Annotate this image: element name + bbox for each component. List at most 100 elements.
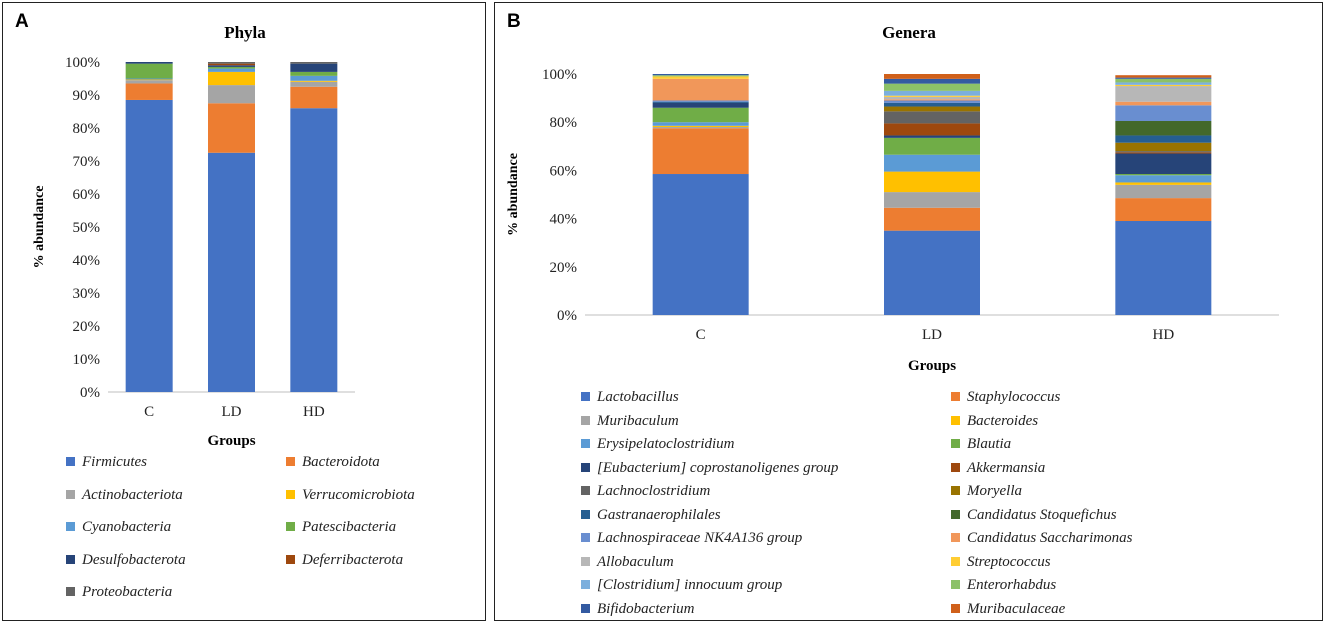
y-axis-label: % abundance	[506, 153, 521, 236]
legend-label: Bacteroidota	[302, 454, 380, 470]
legend-swatch	[581, 439, 590, 448]
legend-label: [Clostridium] innocuum group	[597, 577, 783, 593]
x-tick-label: LD	[222, 404, 242, 420]
legend-swatch	[286, 489, 295, 499]
legend-swatch	[66, 522, 75, 531]
bar-segment	[884, 74, 980, 79]
bar-segment	[290, 63, 338, 72]
legend-swatch	[66, 587, 75, 596]
x-tick-label: LD	[922, 327, 942, 343]
legend-label: Muribaculum	[597, 412, 679, 429]
y-tick-label: 20%	[550, 260, 578, 276]
bar-segment	[884, 111, 980, 124]
legend-swatch	[581, 486, 590, 495]
legend-label: Gastranaerophilales	[597, 506, 721, 523]
bar-segment	[884, 135, 980, 138]
legend-label: Cyanobacteria	[82, 519, 172, 535]
bar-segment	[1115, 77, 1212, 79]
bar-segment	[652, 127, 749, 129]
legend-label: Lachnospiraceae NK4A136 group	[597, 530, 803, 546]
bar-segment	[884, 78, 980, 84]
legend-swatch	[581, 415, 590, 425]
bar-segment	[208, 63, 255, 66]
legend-swatch	[581, 509, 590, 519]
legend-swatch	[951, 509, 960, 519]
legend-swatch	[581, 556, 590, 566]
chart-title: Phyla	[224, 23, 266, 42]
legend-swatch	[581, 533, 590, 542]
legend-label: Desulfobacterota	[82, 551, 186, 568]
bar-segment	[652, 122, 749, 126]
bar-segment	[1115, 142, 1212, 152]
legend-label: Verrucomicrobiota	[302, 486, 415, 503]
bar-segment	[884, 90, 980, 96]
bar-segment	[208, 71, 255, 86]
bar-segment	[652, 74, 749, 76]
bar-segment	[1115, 153, 1212, 175]
y-tick-label: 70%	[73, 154, 101, 170]
legend-swatch	[286, 522, 295, 531]
legend-swatch	[951, 486, 960, 495]
legend-swatch	[951, 439, 960, 448]
legend-swatch	[951, 462, 960, 472]
bar-segment	[290, 80, 338, 82]
bar-segment	[884, 99, 980, 101]
bar-segment	[652, 102, 749, 108]
bar-segment	[290, 86, 338, 109]
bar-segment	[125, 79, 173, 81]
bar-segment	[1115, 175, 1212, 183]
bar-segment	[1115, 84, 1212, 87]
legend-label: Proteobacteria	[82, 584, 173, 600]
bar-segment	[1115, 182, 1212, 185]
y-tick-label: 100%	[65, 55, 100, 71]
legend-label: Moryella	[967, 483, 1022, 499]
legend-label: Candidatus Saccharimonas	[967, 530, 1133, 546]
y-tick-label: 30%	[73, 286, 101, 302]
x-tick-label: C	[144, 404, 154, 420]
bar-segment	[884, 171, 980, 193]
bar-segment	[208, 152, 255, 392]
legend-label: Muribaculaceae	[967, 600, 1066, 617]
legend-label: Allobaculum	[597, 553, 674, 570]
legend-label: Erysipelatoclostridium	[597, 436, 735, 452]
bar-segment	[1115, 101, 1212, 106]
bar-segment	[1115, 184, 1212, 199]
genera-chart: Genera % abundance 0% 20% 40% 60% 80% 100% C LD HD…	[506, 23, 1279, 374]
genera-legend: Lactobacillus Staphylococcus Muribaculum Ba…	[495, 3, 1324, 622]
bar-segment	[884, 106, 980, 112]
y-axis-label: % abundance	[32, 186, 47, 269]
y-tick-label: 0%	[80, 385, 100, 401]
bar-segment	[1115, 174, 1212, 176]
bar-segment	[884, 230, 980, 315]
x-tick-label: C	[696, 327, 706, 343]
bar-segment	[652, 78, 749, 101]
legend-label: [Eubacterium] coprostanoligenes group	[597, 459, 839, 476]
y-tick-label: 50%	[73, 220, 101, 236]
phyla-legend: Firmicutes Bacteroidota Actinobacteriota Ve…	[3, 3, 487, 622]
bar-segment	[1115, 135, 1212, 143]
bar-segment	[1115, 198, 1212, 222]
bar-segment	[125, 80, 173, 84]
bar-segment	[208, 62, 255, 64]
legend-label: Patescibacteria	[302, 519, 397, 535]
legend-label: Blautia	[967, 436, 1012, 452]
bar-segment	[652, 100, 749, 102]
legend-label: Actinobacteriota	[82, 486, 183, 503]
x-axis-label: Groups	[207, 433, 255, 449]
bar-segment	[1115, 152, 1212, 154]
legend-label: Candidatus Stoquefichus	[967, 506, 1117, 523]
x-tick-label: HD	[303, 404, 325, 420]
panel-genera: Genera % abundance 0% 20% 40% 60% 80% 100% C LD HD…	[494, 2, 1323, 621]
legend-label: Bifidobacterium	[597, 600, 695, 617]
bar-segment	[1115, 120, 1212, 136]
legend-label: Lactobacillus	[597, 389, 679, 405]
y-tick-label: 60%	[550, 163, 578, 179]
y-tick-label: 0%	[557, 308, 577, 324]
bar-segment	[652, 107, 749, 123]
legend-label: Bacteroides	[967, 412, 1039, 429]
bar-segment	[652, 174, 749, 315]
y-tick-label: 80%	[550, 115, 578, 131]
bar-segment	[1115, 221, 1212, 315]
bar-segment	[125, 99, 173, 392]
y-tick-label: 80%	[73, 121, 101, 137]
